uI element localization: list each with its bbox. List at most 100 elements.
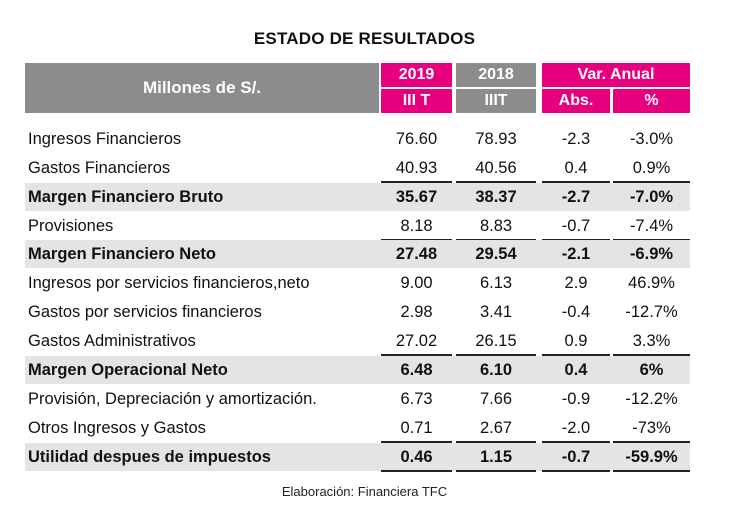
value-2018: 29.54 [475, 245, 517, 263]
value-2019: 76.60 [395, 130, 438, 148]
year-2019-header: 2019 [381, 63, 452, 87]
subtotal-rule [542, 239, 610, 241]
table-row: Margen Financiero Neto 27.48 29.54 -2.1 -6.9… [25, 240, 690, 268]
row-label: Otros Ingresos y Gastos [28, 419, 206, 437]
value-2018: 1.15 [479, 448, 513, 466]
row-label: Provisiones [28, 217, 114, 235]
value-2019: 9.00 [400, 274, 433, 292]
row-label: Margen Financiero Neto [28, 245, 216, 263]
source-note: Elaboración: Financiera TFC [281, 484, 448, 499]
table-row: Ingresos por servicios financieros,neto 9… [25, 269, 690, 297]
period-2019-label: III T [402, 92, 431, 109]
value-2019: 27.48 [395, 245, 438, 263]
row-label: Ingresos Financieros [28, 130, 182, 148]
value-2018: 6.10 [479, 361, 513, 379]
units-label: Millones de S/. [142, 78, 262, 97]
table-row: Ingresos Financieros 76.60 78.93 -2.3 -3.0% [25, 125, 690, 153]
value-2019: 6.73 [400, 390, 433, 408]
var-abs: -2.3 [561, 130, 591, 148]
row-label: Gastos Financieros [28, 159, 171, 177]
value-2019: 27.02 [395, 332, 438, 350]
year-2018-label: 2018 [478, 66, 514, 83]
abs-header: Abs. [542, 89, 610, 113]
table-row: Otros Ingresos y Gastos 0.71 2.67 -2.0 -73% [25, 414, 690, 442]
value-2019: 0.46 [400, 448, 433, 466]
table-row: Gastos Administrativos 27.02 26.15 0.9 3.3% [25, 327, 690, 355]
value-2019: 8.18 [400, 217, 433, 235]
value-2019: 6.48 [400, 361, 433, 379]
pct-label: % [644, 92, 659, 109]
var-abs: 0.9 [564, 332, 588, 350]
value-2018: 7.66 [479, 390, 513, 408]
subtotal-rule [613, 181, 690, 183]
var-pct: 0.9% [632, 159, 671, 177]
var-abs: 0.4 [564, 361, 588, 379]
value-2019: 0.71 [400, 419, 433, 437]
subtotal-rule [381, 239, 452, 241]
var-anual-label: Var. Anual [577, 66, 655, 83]
var-pct: -6.9% [629, 245, 674, 263]
value-2018: 38.37 [475, 188, 517, 206]
pct-header: % [613, 89, 690, 113]
var-pct: -12.2% [625, 390, 678, 408]
subtotal-rule [613, 239, 690, 241]
units-header-cell: Millones de S/. [25, 63, 379, 113]
period-2018-label: IIIT [484, 92, 508, 109]
var-abs: -0.4 [561, 303, 591, 321]
var-anual-header: Var. Anual [542, 63, 690, 87]
table-row: Provisión, Depreciación y amortización. 6… [25, 385, 690, 413]
var-abs: 0.4 [564, 159, 588, 177]
var-pct: -7.4% [629, 217, 674, 235]
year-2019-label: 2019 [398, 66, 435, 83]
value-2019: 35.67 [395, 188, 438, 206]
subtotal-rule [456, 441, 536, 443]
var-pct: -12.7% [625, 303, 678, 321]
var-abs: 2.9 [564, 274, 588, 292]
value-2018: 8.83 [479, 217, 513, 235]
value-2018: 26.15 [475, 332, 517, 350]
value-2018: 78.93 [475, 130, 517, 148]
table-row: Gastos por servicios financieros 2.98 3.41… [25, 298, 690, 326]
table-row: Margen Operacional Neto 6.48 6.10 0.4 6% [25, 356, 690, 384]
abs-label: Abs. [558, 92, 594, 109]
row-label: Ingresos por servicios financieros,neto [28, 274, 310, 292]
row-label: Provisión, Depreciación y amortización. [28, 390, 317, 408]
table-row: Margen Financiero Bruto 35.67 38.37 -2.7 -7.… [25, 183, 690, 211]
value-2019: 2.98 [400, 303, 433, 321]
value-2018: 6.13 [479, 274, 513, 292]
page-title: ESTADO DE RESULTADOS [253, 29, 476, 48]
subtotal-rule [613, 441, 690, 443]
year-2018-header: 2018 [456, 63, 536, 87]
subtotal-rule [542, 354, 610, 356]
subtotal-rule [456, 181, 536, 183]
subtotal-rule [613, 354, 690, 356]
subtotal-rule [381, 441, 452, 443]
var-abs: -2.0 [561, 419, 591, 437]
subtotal-rule [456, 354, 536, 356]
subtotal-rule [381, 354, 452, 356]
var-pct: -3.0% [629, 130, 674, 148]
row-label: Gastos Administrativos [28, 332, 196, 350]
period-2018-header: IIIT [456, 89, 536, 113]
table-row: Provisiones 8.18 8.83 -0.7 -7.4% [25, 212, 690, 240]
subtotal-rule [456, 239, 536, 241]
value-2018: 40.56 [475, 159, 517, 177]
var-pct: -7.0% [629, 188, 674, 206]
period-2019-header: III T [381, 89, 452, 113]
table-row: Gastos Financieros 40.93 40.56 0.4 0.9% [25, 154, 690, 182]
subtotal-rule [381, 470, 452, 472]
subtotal-rule [613, 470, 690, 472]
subtotal-rule [381, 181, 452, 183]
value-2018: 2.67 [479, 419, 513, 437]
value-2019: 40.93 [395, 159, 438, 177]
var-pct: -73% [632, 419, 671, 437]
subtotal-rule [456, 470, 536, 472]
table-row: Utilidad despues de impuestos 0.46 1.15 -0.… [25, 443, 690, 471]
subtotal-rule [542, 470, 610, 472]
row-label: Margen Operacional Neto [28, 361, 228, 379]
var-pct: 46.9% [628, 274, 675, 292]
var-abs: -2.7 [561, 188, 591, 206]
subtotal-rule [542, 441, 610, 443]
var-pct: -59.9% [625, 448, 678, 466]
var-pct: 3.3% [632, 332, 671, 350]
